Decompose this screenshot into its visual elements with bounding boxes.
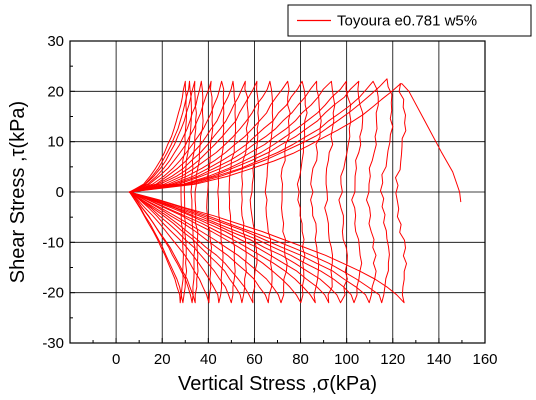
- final-loading-curve: [399, 83, 462, 203]
- x-tick-label: 120: [380, 351, 405, 368]
- x-tick-label: 80: [292, 351, 309, 368]
- y-tick-label: -30: [42, 335, 64, 352]
- x-tick-label: 100: [334, 351, 359, 368]
- x-tick-label: 40: [200, 351, 217, 368]
- y-tick-label: 10: [47, 134, 64, 151]
- hysteresis-loop: [129, 80, 237, 304]
- hysteresis-loop: [129, 80, 204, 304]
- hysteresis-loop: [128, 80, 364, 304]
- hysteresis-loop: [129, 80, 291, 304]
- hysteresis-loop: [128, 78, 394, 304]
- hysteresis-loop: [129, 80, 260, 304]
- x-tick-label: 160: [472, 351, 497, 368]
- data-layer: [128, 78, 462, 304]
- y-tick-label: -20: [42, 285, 64, 302]
- hysteresis-loop: [129, 80, 214, 304]
- hysteresis-loop: [128, 80, 352, 304]
- hysteresis-loop: [130, 80, 274, 304]
- y-axis-title: Shear Stress ,τ(kPa): [7, 101, 29, 283]
- x-tick-label: 20: [154, 351, 171, 368]
- hysteresis-loop: [129, 80, 379, 304]
- tick-layer: 0 20 40 60 80 100 120 140 160 -30 -20 -10 0 10 20 30: [42, 33, 497, 368]
- y-tick-label: 20: [47, 83, 64, 100]
- y-tick-label: -10: [42, 234, 64, 251]
- hysteresis-loop: [129, 80, 192, 304]
- hysteresis-loop: [129, 80, 197, 304]
- legend: Toyoura e0.781 w5%: [287, 4, 532, 37]
- hysteresis-loop: [129, 80, 187, 304]
- x-tick-label: 0: [112, 351, 120, 368]
- y-tick-label: 0: [56, 184, 64, 201]
- hysteresis-loop: [128, 80, 308, 304]
- hysteresis-loop: [129, 83, 407, 304]
- hysteresis-loop: [128, 80, 336, 304]
- hysteresis-loop: [129, 80, 249, 304]
- x-axis-title: Vertical Stress ,σ(kPa): [178, 373, 377, 395]
- legend-label: Toyoura e0.781 w5%: [337, 13, 477, 30]
- hysteresis-loop: [129, 80, 322, 304]
- hysteresis-loop: [129, 80, 225, 304]
- y-tick-label: 30: [47, 33, 64, 50]
- x-tick-label: 60: [246, 351, 263, 368]
- x-tick-label: 140: [426, 351, 451, 368]
